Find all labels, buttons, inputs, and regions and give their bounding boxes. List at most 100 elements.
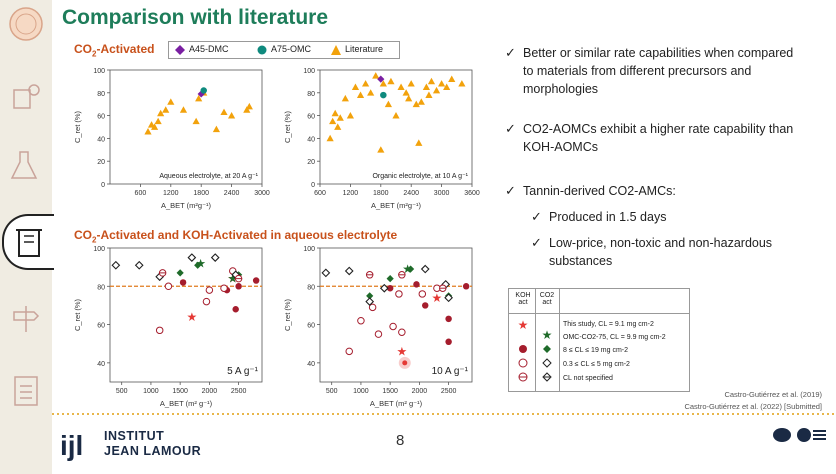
open-diamond-point	[365, 297, 375, 306]
checklist-icon	[14, 376, 38, 406]
diamond-marker-icon	[175, 45, 185, 55]
legend-row-text: 8 ≤ CL ≤ 19 mg cm-2	[563, 347, 628, 354]
svg-text:ijl: ijl	[60, 430, 83, 461]
triangle-point	[377, 146, 385, 153]
y-tick-label: 0	[311, 182, 315, 189]
svg-text:★: ★	[518, 319, 529, 332]
triangle-point	[392, 112, 400, 119]
diamond-point	[194, 261, 202, 269]
triangle-point	[448, 75, 456, 82]
triangle-point	[427, 77, 436, 85]
x-tick-label: 600	[314, 190, 326, 197]
y-tick-label: 40	[97, 136, 105, 143]
x-tick-label: 2500	[231, 388, 247, 395]
y-tick-label: 20	[97, 159, 105, 166]
open-circle-point	[220, 284, 228, 292]
check-icon: ✓	[505, 45, 516, 60]
circle-point	[235, 283, 242, 290]
circle-point	[462, 283, 470, 290]
plot-frame	[109, 69, 263, 185]
triangle-point	[387, 77, 395, 85]
circle-point	[445, 338, 452, 346]
y-axis-label: C_ret (%)	[73, 298, 82, 331]
citation-2022: Castro-Gutiérrez et al. (2022) [Submitte…	[684, 402, 822, 411]
legend-col-koh: KOH act	[515, 292, 531, 306]
y-axis-label: C_ret (%)	[283, 298, 292, 331]
x-tick-label: 2000	[412, 388, 428, 395]
footer-dotted-divider	[52, 413, 836, 415]
y-tick-label: 100	[303, 68, 315, 75]
triangle-point	[356, 91, 365, 98]
y-axis-label: C_ret (%)	[73, 110, 82, 143]
data-points: ★★★	[321, 262, 470, 369]
triangle-point	[228, 112, 236, 119]
open-diamond-point	[187, 253, 197, 262]
triangle-point	[443, 83, 451, 90]
circle-point	[386, 284, 394, 292]
plot-frame	[109, 247, 263, 383]
section-label-co2-activated: CO2-Activated	[74, 42, 155, 59]
data-points	[326, 72, 466, 153]
circle-point	[380, 91, 387, 99]
open-diamond-point	[134, 260, 144, 270]
x-tick-label: 1200	[163, 190, 179, 197]
x-tick-label: 2400	[403, 190, 419, 197]
open-circle-point	[345, 347, 353, 356]
y-tick-label: 100	[93, 68, 105, 75]
check-icon: ✓	[531, 235, 542, 250]
chart-aqueous-20ag: 0 20 40 60 80 100 600 1200 1800 2400 3000 A_BET (m²…	[73, 68, 270, 210]
triangle-point	[432, 86, 441, 94]
triangle-point	[458, 80, 466, 87]
triangle-point	[417, 98, 425, 105]
legend-row-text: This study, CL = 9.1 mg cm-2	[563, 321, 654, 328]
x-tick-label: 2400	[224, 190, 240, 197]
y-tick-label: 100	[303, 246, 315, 253]
star-point: ★	[227, 272, 238, 286]
triangle-point	[412, 100, 420, 108]
y-tick-label: 80	[307, 284, 315, 291]
triangle-point	[362, 80, 370, 87]
triangle-point	[192, 117, 200, 125]
chart-annotation: Aqueous electrolyte, at 20 A g⁻¹	[159, 173, 258, 180]
open-diamond-point	[321, 268, 331, 278]
page-number: 8	[396, 432, 405, 449]
slide-title: Comparison with literature	[62, 6, 329, 29]
triangle-point	[346, 112, 354, 119]
triangle-point	[195, 94, 203, 102]
triangle-point	[157, 109, 165, 117]
legend-label-a45: A45-DMC	[189, 44, 229, 54]
triangle-point	[154, 117, 162, 125]
legend-row-text: OMC-CO2-75, CL = 9.9 mg cm-2	[563, 334, 666, 341]
triangle-point	[243, 106, 251, 113]
x-tick-label: 1000	[353, 388, 369, 395]
triangle-point	[341, 94, 349, 102]
x-tick-label: 1200	[343, 190, 359, 197]
x-tick-label: 2500	[441, 388, 457, 395]
open-circle-point	[155, 326, 164, 335]
circle-point	[252, 277, 260, 284]
x-tick-label: 1800	[193, 190, 209, 197]
chart-10ag: 40 60 80 100 500 1000 1500 2000 2500 A_BET (m² g⁻…	[283, 246, 473, 408]
diamond-point	[197, 90, 205, 98]
triangle-point	[220, 108, 228, 116]
chart-annotation: 5 A g⁻¹	[227, 366, 259, 377]
triangle-point	[415, 139, 423, 146]
check-icon: ✓	[505, 121, 516, 136]
triangle-point	[438, 80, 446, 87]
open-circle-point	[368, 303, 377, 312]
triangle-point	[167, 98, 175, 105]
triangle-point	[367, 89, 375, 96]
triangle-point	[144, 127, 152, 135]
star-point: ★	[186, 310, 197, 324]
highlight-point	[402, 360, 408, 366]
y-axis-label: C_ret (%)	[283, 110, 292, 143]
institut-jean-lamour-logo: ijl INSTITUT JEAN LAMOUR	[60, 429, 202, 461]
circle-point	[413, 281, 420, 288]
triangle-point	[331, 109, 339, 117]
left-decorative-sidebar	[0, 0, 54, 474]
y-tick-label: 80	[307, 91, 315, 98]
legend-label-literature: Literature	[345, 44, 384, 54]
data-points	[144, 87, 253, 135]
star-point: ★	[396, 344, 407, 358]
x-tick-label: 1800	[373, 190, 389, 197]
